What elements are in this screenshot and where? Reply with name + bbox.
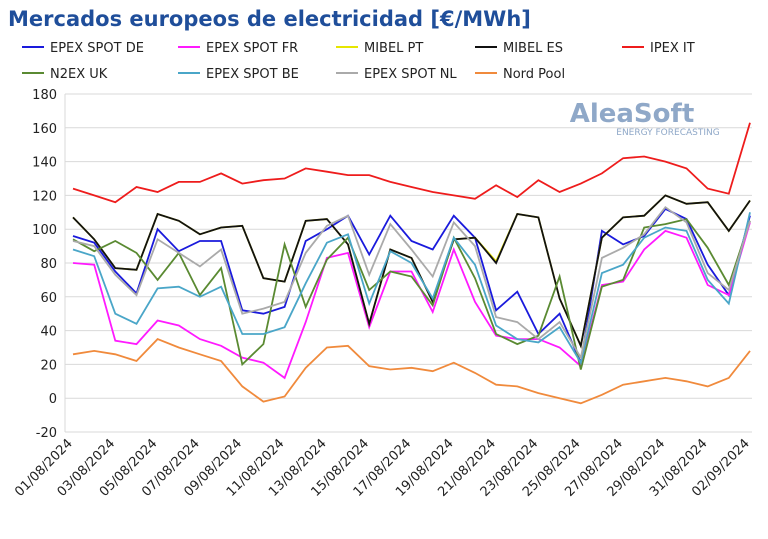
series-line	[72, 194, 751, 349]
y-tick-label: -20	[36, 426, 57, 441]
series-line	[72, 218, 751, 370]
series-line	[72, 122, 751, 204]
series-line	[72, 222, 751, 380]
legend-label: EPEX SPOT DE	[50, 41, 144, 56]
series-line	[72, 205, 751, 361]
legend-label: IPEX IT	[650, 41, 695, 56]
series-line	[72, 207, 751, 366]
legend-label: MIBEL PT	[364, 41, 423, 56]
y-tick-label: 180	[32, 88, 57, 103]
y-tick-label: 0	[49, 392, 57, 407]
y-tick-label: 160	[32, 122, 57, 137]
y-tick-label: 140	[32, 156, 57, 171]
y-tick-label: 80	[40, 257, 57, 272]
series-line	[72, 212, 751, 366]
legend-label: EPEX SPOT BE	[206, 67, 299, 82]
legend-label: EPEX SPOT FR	[206, 41, 298, 56]
legend-label: EPEX SPOT NL	[364, 67, 457, 82]
legend-label: MIBEL ES	[503, 41, 563, 56]
y-tick-label: 100	[32, 223, 57, 238]
legend-label: Nord Pool	[503, 67, 565, 82]
watermark: AleaSoft	[570, 99, 695, 129]
chart-title: Mercados europeos de electricidad [€/MWh…	[8, 7, 531, 31]
legend-label: N2EX UK	[50, 67, 108, 82]
series-line	[72, 194, 751, 349]
y-tick-label: 20	[40, 358, 57, 373]
y-tick-label: 40	[40, 325, 57, 340]
watermark-subtitle: ENERGY FORECASTING	[616, 128, 719, 138]
series-line	[72, 338, 751, 405]
y-tick-label: 60	[40, 291, 57, 306]
y-tick-label: 120	[32, 189, 57, 204]
